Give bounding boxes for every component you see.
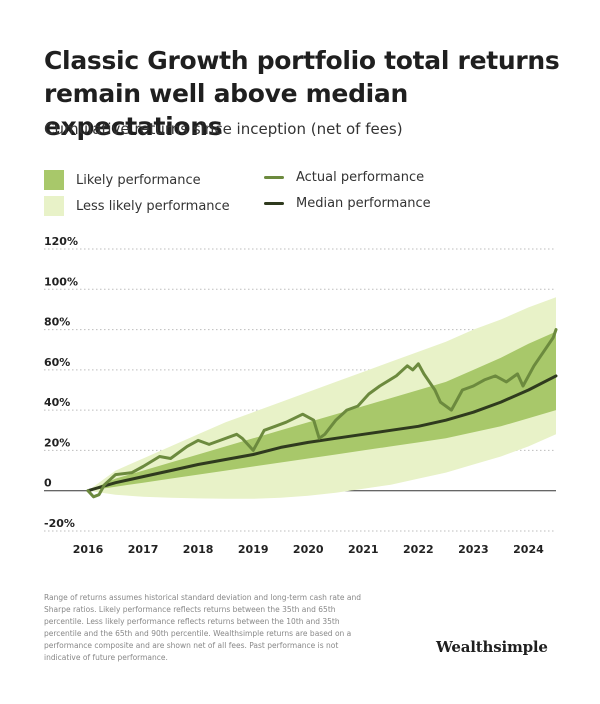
legend-label-less-likely: Less likely performance xyxy=(76,198,230,214)
line-median-performance xyxy=(86,374,558,493)
y-tick-label: 40% xyxy=(44,396,70,409)
x-tick-label: 2021 xyxy=(348,543,379,556)
legend-item-median: Median performance xyxy=(264,196,431,211)
x-tick-label: 2016 xyxy=(73,543,104,556)
y-tick-label: 60% xyxy=(44,356,70,369)
y-tick-label: 120% xyxy=(44,235,78,248)
legend-label-likely: Likely performance xyxy=(76,172,201,188)
legend-swatch-less-likely xyxy=(44,196,64,216)
x-tick-label: 2023 xyxy=(458,543,489,556)
y-tick-label: 0 xyxy=(44,477,52,490)
y-tick-label: 20% xyxy=(44,436,70,449)
legend-swatch-median xyxy=(264,202,284,205)
legend-item-actual: Actual performance xyxy=(264,170,424,185)
line-actual-performance xyxy=(86,328,558,499)
y-tick-label: -20% xyxy=(44,517,75,530)
x-tick-label: 2017 xyxy=(128,543,159,556)
bands xyxy=(88,297,556,499)
chart-subtitle: Cumulative returns since inception (net … xyxy=(44,120,403,138)
legend-item-less-likely: Less likely performance xyxy=(44,196,230,216)
chart-legend: Likely performance Less likely performan… xyxy=(44,168,564,228)
x-tick-label: 2019 xyxy=(238,543,269,556)
chart-title: Classic Growth portfolio total returns r… xyxy=(44,46,560,141)
x-tick-label: 2022 xyxy=(403,543,434,556)
chart-plot: -20%020%40%60%80%100%120% 2016 2017 2018 20… xyxy=(44,235,558,556)
legend-label-actual: Actual performance xyxy=(296,170,425,185)
footnote: Range of returns assumes historical stan… xyxy=(44,593,361,662)
lines xyxy=(86,328,558,499)
x-tick-label: 2020 xyxy=(293,543,324,556)
x-axis: 2016 2017 2018 2019 2020 2021 2022 2023 2024 xyxy=(73,543,544,556)
legend-swatch-actual xyxy=(264,176,284,179)
legend-item-likely: Likely performance xyxy=(44,170,201,190)
y-tick-label: 100% xyxy=(44,275,78,288)
legend-label-median: Median performance xyxy=(296,196,431,211)
y-tick-label: 80% xyxy=(44,316,70,329)
band-likely-performance xyxy=(88,331,556,491)
band-less-likely-performance xyxy=(88,297,556,499)
legend-swatch-likely xyxy=(44,170,64,190)
y-axis: -20% 0 20% 40% 60% 80% 100% 120% xyxy=(44,235,78,530)
brand-logo: Wealthsimple xyxy=(436,638,548,656)
x-tick-label: 2024 xyxy=(513,543,544,556)
x-tick-label: 2018 xyxy=(183,543,214,556)
